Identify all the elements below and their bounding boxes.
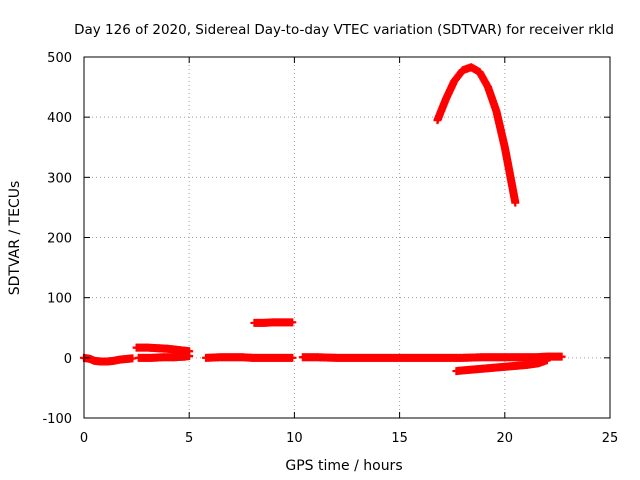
x-axis-label: GPS time / hours <box>285 458 402 474</box>
data-point <box>557 352 566 361</box>
chart-title: Day 126 of 2020, Sidereal Day-to-day VTE… <box>74 22 614 38</box>
data-series <box>298 352 566 362</box>
data-point <box>185 352 194 361</box>
y-axis-label: SDTVAR / TECUs <box>7 181 23 296</box>
data-series <box>134 352 194 362</box>
y-tick-label: 200 <box>47 232 72 247</box>
data-series <box>132 343 194 356</box>
x-tick-label: 10 <box>286 431 303 446</box>
x-tick-label: 20 <box>497 431 514 446</box>
data-series <box>202 353 297 362</box>
y-tick-label: 500 <box>47 51 72 66</box>
data-point <box>511 198 520 207</box>
data-point <box>288 318 297 327</box>
x-tick-label: 25 <box>602 431 619 446</box>
data-series <box>250 318 297 327</box>
data-series <box>452 356 551 376</box>
x-tick-label: 0 <box>80 431 88 446</box>
y-tick-label: -100 <box>42 412 72 427</box>
data-series <box>433 63 520 207</box>
x-tick-label: 5 <box>185 431 193 446</box>
y-tick-label: 100 <box>47 292 72 307</box>
x-tick-label: 15 <box>391 431 408 446</box>
data-point <box>542 356 551 365</box>
y-tick-label: 0 <box>64 352 72 367</box>
tick-layer: 0 5 10 15 20 25 -100 0 100 200 300 400 500 <box>42 51 618 446</box>
data-layer <box>80 63 566 376</box>
data-point <box>288 353 297 362</box>
y-tick-label: 300 <box>47 171 72 186</box>
y-tick-label: 400 <box>47 111 72 126</box>
